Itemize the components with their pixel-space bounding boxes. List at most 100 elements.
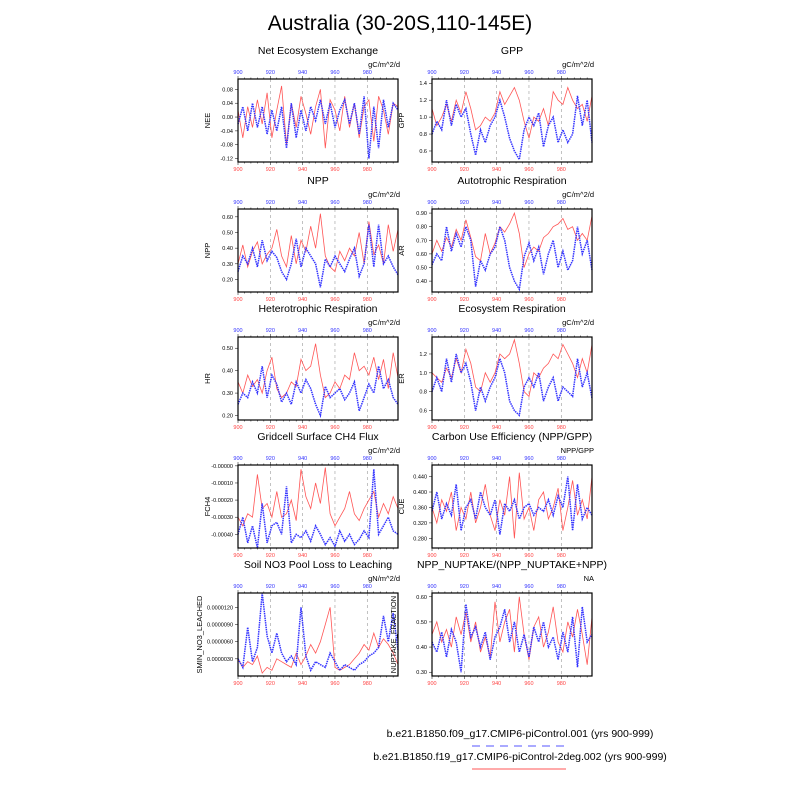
x-tick-label-bottom: 900: [233, 681, 242, 687]
x-tick-label-bottom: 940: [492, 681, 501, 687]
y-tick-label: 0.8: [419, 390, 427, 396]
legend-label-f09: b.e21.B1850.f09_g17.CMIP6-piControl.001 …: [387, 728, 654, 740]
y-tick-label: 0.60: [222, 215, 233, 221]
y-tick-label: 0.320: [413, 521, 427, 527]
x-tick-label-bottom: 980: [363, 167, 372, 173]
x-tick-label-bottom: 940: [298, 681, 307, 687]
x-tick-label-top: 960: [524, 328, 533, 334]
x-tick-label-top: 940: [298, 70, 307, 76]
x-tick-label-bottom: 980: [363, 297, 372, 303]
x-tick-label-bottom: 940: [492, 167, 501, 173]
units-label: gC/m^2/d: [562, 318, 594, 327]
y-tick-label: 0.20: [222, 414, 233, 420]
y-tick-label: -0.08: [220, 143, 233, 149]
x-tick-label-bottom: 900: [427, 553, 436, 559]
x-tick-label-top: 920: [266, 328, 275, 334]
x-tick-label-top: 900: [427, 200, 436, 206]
x-tick-label-bottom: 980: [363, 425, 372, 431]
plot-frame: [237, 336, 399, 421]
y-tick-label: 0.0000120: [207, 605, 233, 611]
panel-title: Net Ecosystem Exchange: [258, 45, 378, 57]
panel-cue: Carbon Use Efficiency (NPP/GPP) NPP/GPP CU…: [397, 431, 594, 559]
panel-npp: NPP gC/m^2/d NPP 900 900 920 920 940 940 960 960 98…: [203, 175, 400, 303]
y-tick-label: -0.04: [220, 129, 233, 135]
x-tick-label-top: 900: [233, 70, 242, 76]
series-line-f09: [237, 469, 399, 549]
x-tick-label-top: 940: [492, 200, 501, 206]
panel-nee: Net Ecosystem Exchange gC/m^2/d NEE 900 900 9…: [203, 45, 400, 173]
y-tick-label: 0.60: [416, 252, 427, 258]
x-tick-label-top: 940: [492, 584, 501, 590]
x-tick-label-bottom: 900: [233, 167, 242, 173]
y-tick-label: 1.0: [419, 371, 427, 377]
x-tick-label-top: 920: [266, 456, 275, 462]
series-line-f09: [237, 96, 399, 159]
figure-title: Australia (30-20S,110-145E): [268, 12, 533, 35]
x-tick-label-bottom: 940: [492, 553, 501, 559]
plot-frame: [431, 336, 593, 421]
x-tick-label-top: 980: [363, 456, 372, 462]
x-tick-label-top: 960: [524, 456, 533, 462]
y-axis-label: CUE: [397, 499, 406, 515]
x-tick-label-top: 980: [363, 584, 372, 590]
y-tick-label: 0.00: [222, 115, 233, 121]
y-tick-label: 0.30: [416, 670, 427, 676]
x-tick-label-top: 900: [427, 328, 436, 334]
x-tick-label-top: 960: [524, 70, 533, 76]
plot-frame: [431, 208, 593, 293]
x-tick-label-top: 900: [427, 70, 436, 76]
plot-frame: [237, 78, 399, 163]
y-tick-label: 0.80: [416, 225, 427, 231]
panel-er: Ecosystem Respiration gC/m^2/d ER 900 900 920…: [397, 303, 594, 431]
x-tick-label-top: 980: [363, 328, 372, 334]
x-tick-label-top: 980: [557, 584, 566, 590]
x-tick-label-top: 940: [298, 456, 307, 462]
panel-title: NPP_NUPTAKE/(NPP_NUPTAKE+NPP): [417, 559, 607, 571]
x-tick-label-bottom: 980: [557, 553, 566, 559]
panel-title: Soil NO3 Pool Loss to Leaching: [244, 559, 392, 571]
y-tick-label: 0.40: [222, 246, 233, 252]
x-tick-label-bottom: 940: [298, 425, 307, 431]
y-tick-label: 0.6: [419, 149, 427, 155]
series-line-f09: [431, 476, 593, 535]
legend: b.e21.B1850.f09_g17.CMIP6-piControl.001 …: [373, 728, 667, 770]
x-tick-label-bottom: 920: [266, 297, 275, 303]
y-tick-label: 0.40: [222, 369, 233, 375]
x-tick-label-bottom: 900: [427, 681, 436, 687]
units-label: gC/m^2/d: [562, 60, 594, 69]
plot-frame: [237, 464, 399, 549]
y-tick-label: 1.2: [419, 98, 427, 104]
panel-title: Gridcell Surface CH4 Flux: [257, 431, 379, 443]
x-tick-label-top: 940: [492, 328, 501, 334]
y-tick-label: 0.0000090: [207, 622, 233, 628]
x-tick-label-bottom: 980: [557, 167, 566, 173]
y-tick-label: -0.00010: [211, 481, 233, 487]
y-tick-label: 0.360: [413, 505, 427, 511]
y-tick-label: 0.08: [222, 87, 233, 93]
units-label: gC/m^2/d: [368, 190, 400, 199]
x-tick-label-top: 980: [557, 200, 566, 206]
x-tick-label-top: 960: [330, 200, 339, 206]
x-tick-label-bottom: 960: [330, 167, 339, 173]
y-axis-label: ER: [397, 373, 406, 384]
units-label: gC/m^2/d: [562, 190, 594, 199]
y-tick-label: 0.8: [419, 132, 427, 138]
x-tick-label-top: 920: [460, 70, 469, 76]
y-axis-label: HR: [203, 373, 212, 384]
y-axis-label: NPP: [203, 243, 212, 258]
panel-smin-no3-leached: Soil NO3 Pool Loss to Leaching gN/m^2/d SM…: [195, 559, 400, 687]
y-axis-label: SMIN_NO3_LEACHED: [195, 595, 204, 674]
x-tick-label-top: 980: [557, 456, 566, 462]
x-tick-label-bottom: 920: [460, 167, 469, 173]
x-tick-label-bottom: 960: [330, 425, 339, 431]
x-tick-label-top: 900: [233, 456, 242, 462]
panel-hr: Heterotrophic Respiration gC/m^2/d HR 900 90…: [203, 303, 400, 431]
panel-fch4: Gridcell Surface CH4 Flux gC/m^2/d FCH4 900…: [203, 431, 400, 559]
x-tick-label-bottom: 980: [363, 681, 372, 687]
units-label: gC/m^2/d: [368, 60, 400, 69]
x-tick-label-top: 900: [427, 456, 436, 462]
y-axis-label: GPP: [397, 113, 406, 129]
series-line-f09: [431, 224, 593, 292]
x-tick-label-bottom: 960: [524, 425, 533, 431]
